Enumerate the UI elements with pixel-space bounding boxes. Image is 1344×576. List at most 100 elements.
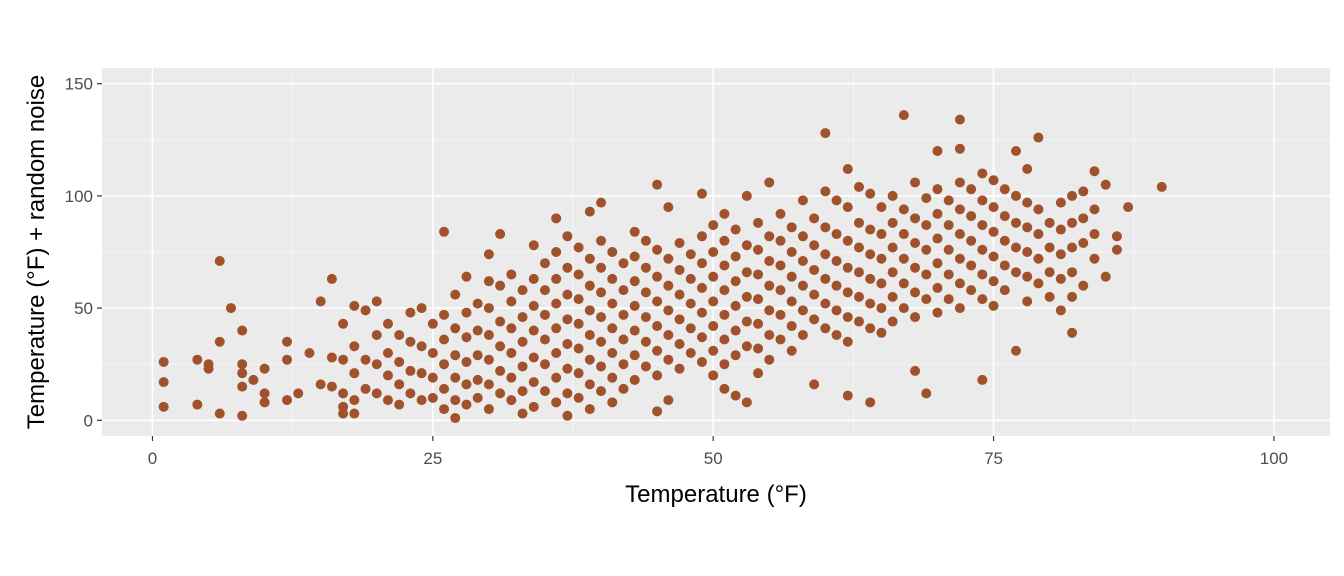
data-point <box>640 235 651 246</box>
data-point <box>293 388 304 399</box>
data-point <box>338 318 349 329</box>
data-point <box>730 276 741 287</box>
data-point <box>450 350 461 361</box>
data-point <box>809 264 820 275</box>
data-point <box>842 163 853 174</box>
data-point <box>999 285 1010 296</box>
data-point <box>214 336 225 347</box>
data-point <box>954 303 965 314</box>
x-tick-label: 100 <box>1260 449 1288 468</box>
data-point <box>573 318 584 329</box>
data-point <box>1022 163 1033 174</box>
data-point <box>461 399 472 410</box>
data-point <box>214 255 225 266</box>
data-point <box>607 298 618 309</box>
data-point <box>539 386 550 397</box>
data-point <box>394 379 405 390</box>
data-point <box>573 368 584 379</box>
data-point <box>483 330 494 341</box>
x-tick-label: 50 <box>704 449 723 468</box>
data-point <box>640 361 651 372</box>
data-point <box>1055 197 1066 208</box>
data-point <box>551 298 562 309</box>
data-point <box>562 410 573 421</box>
data-point <box>730 390 741 401</box>
data-point <box>1022 247 1033 257</box>
data-point <box>483 379 494 390</box>
data-point <box>775 309 786 320</box>
data-point <box>876 253 887 264</box>
data-point <box>652 296 663 307</box>
data-point <box>1055 273 1066 284</box>
data-point <box>1067 327 1078 338</box>
data-point <box>988 226 999 237</box>
data-point <box>988 251 999 262</box>
data-point <box>596 361 607 372</box>
data-point <box>382 347 393 358</box>
data-point <box>539 309 550 320</box>
data-point <box>764 330 775 341</box>
data-point <box>809 289 820 300</box>
data-point <box>596 197 607 208</box>
data-point <box>472 325 483 336</box>
data-point <box>775 260 786 271</box>
data-point <box>887 217 898 228</box>
data-point <box>1078 213 1089 224</box>
data-point <box>573 242 584 253</box>
data-point <box>506 269 517 280</box>
data-point <box>629 251 640 262</box>
data-point <box>820 323 831 334</box>
data-point <box>427 347 438 358</box>
data-point <box>1010 242 1021 253</box>
data-point <box>977 374 988 385</box>
data-point <box>517 408 528 419</box>
data-point <box>865 323 876 334</box>
data-point <box>966 260 977 271</box>
data-point <box>719 359 730 370</box>
data-point <box>977 269 988 280</box>
data-point <box>696 356 707 367</box>
data-point <box>753 217 764 228</box>
data-point <box>551 213 562 224</box>
data-point <box>517 386 528 397</box>
data-point <box>932 258 943 269</box>
data-point <box>596 262 607 273</box>
data-point <box>730 350 741 361</box>
data-point <box>427 372 438 383</box>
data-point <box>528 300 539 311</box>
data-point <box>921 193 932 204</box>
data-point <box>663 253 674 264</box>
data-point <box>652 406 663 417</box>
data-point <box>584 253 595 264</box>
data-point <box>865 298 876 309</box>
data-point <box>607 273 618 284</box>
data-point <box>158 356 169 367</box>
data-point <box>326 273 337 284</box>
data-point <box>528 401 539 412</box>
data-point <box>932 233 943 244</box>
data-point <box>674 264 685 275</box>
data-point <box>158 401 169 412</box>
data-point <box>539 285 550 296</box>
data-point <box>652 271 663 282</box>
data-point <box>730 251 741 262</box>
data-point <box>831 280 842 291</box>
data-point <box>876 327 887 338</box>
data-point <box>988 300 999 311</box>
data-point <box>685 323 696 334</box>
data-point <box>719 309 730 320</box>
data-point <box>831 305 842 316</box>
data-point <box>1010 146 1021 157</box>
data-point <box>741 291 752 302</box>
data-point <box>551 323 562 334</box>
y-tick-label: 0 <box>84 411 93 430</box>
data-point <box>528 352 539 363</box>
data-point <box>1044 267 1055 278</box>
data-point <box>517 312 528 323</box>
data-point <box>865 397 876 408</box>
data-point <box>719 260 730 271</box>
data-point <box>921 244 932 255</box>
data-point <box>708 345 719 356</box>
data-point <box>842 390 853 401</box>
